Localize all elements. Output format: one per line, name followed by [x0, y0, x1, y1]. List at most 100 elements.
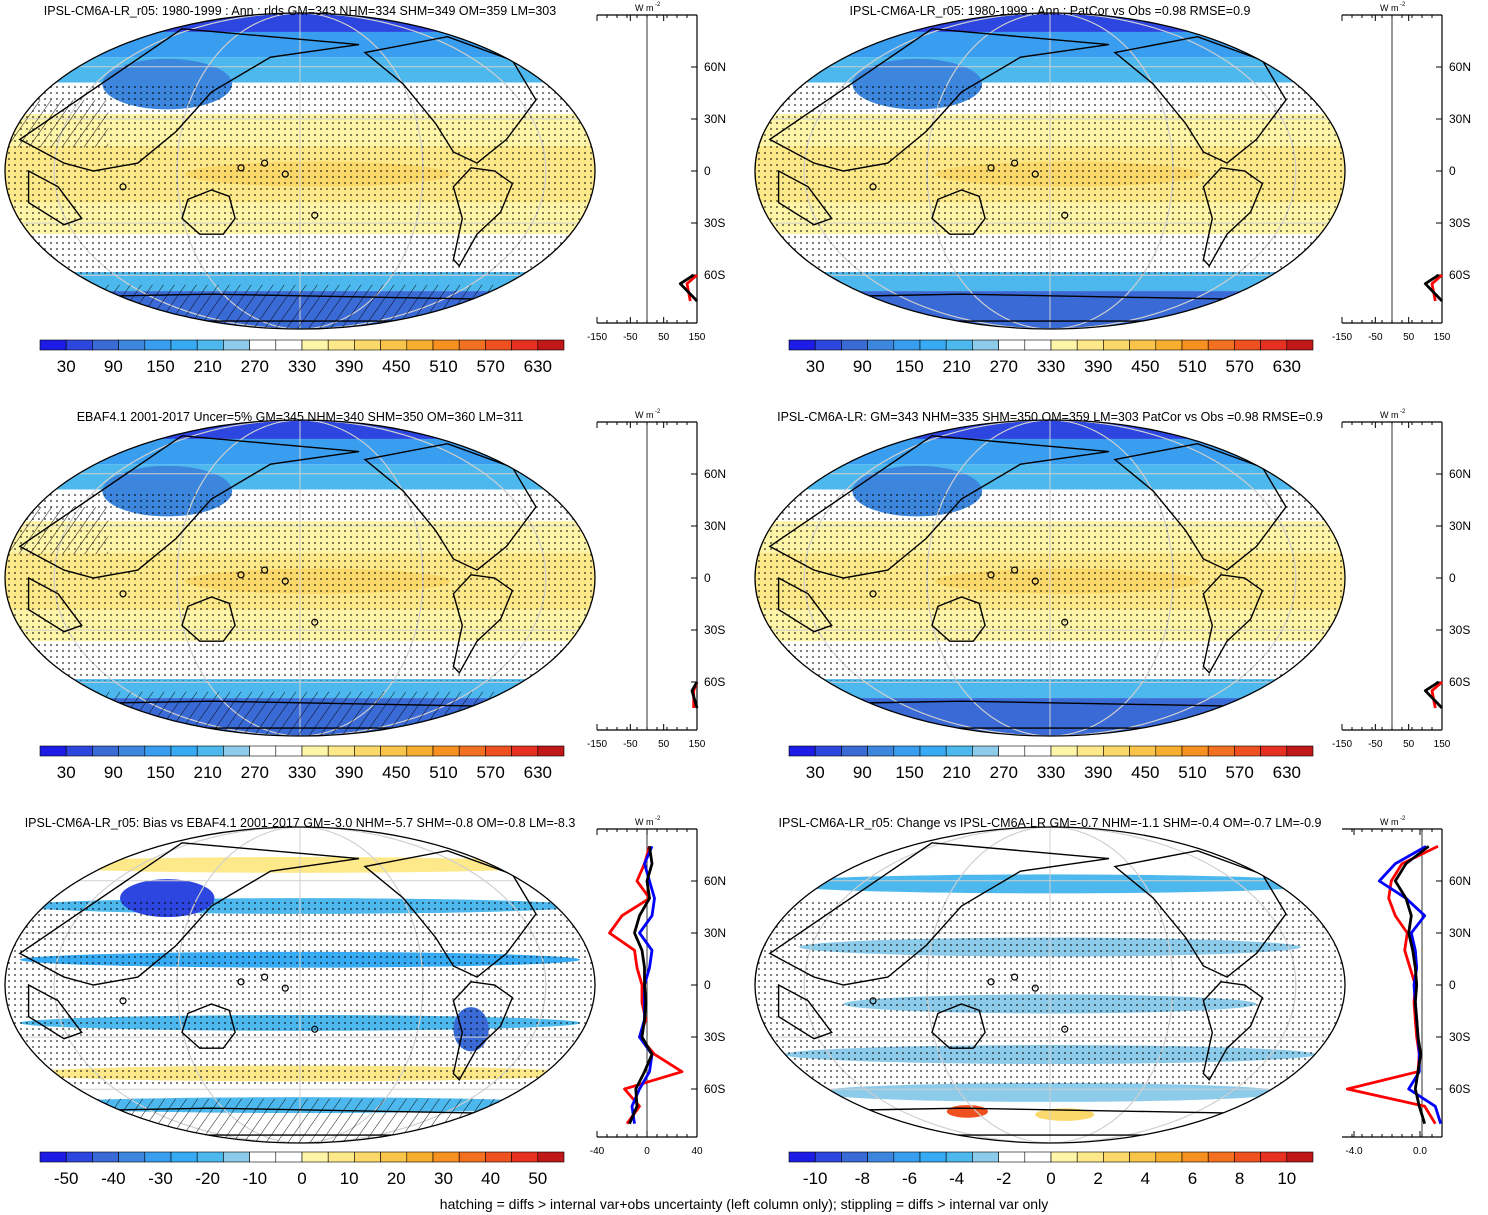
colorbar-5: -50 -40 -30 -20 -10 0 10 20 30 40 50 — [39, 1151, 565, 1188]
profile-x-label: -50 — [1368, 332, 1383, 343]
colorbar-label: 210 — [942, 763, 970, 782]
colorbar-label: 150 — [146, 357, 174, 376]
colorbar-swatch — [1103, 1151, 1130, 1163]
colorbar-swatch — [788, 745, 816, 757]
colorbar-label: 30 — [806, 763, 825, 782]
panel-title: IPSL-CM6A-LR: GM=343 NHM=335 SHM=350 OM=… — [777, 410, 1323, 424]
colorbar-label: 570 — [1225, 763, 1253, 782]
profile-obs-line — [685, 273, 698, 302]
panel-title: IPSL-CM6A-LR_r05: Change vs IPSL-CM6A-LR… — [779, 816, 1322, 830]
colorbar-swatch — [972, 745, 999, 757]
colorbar-swatch — [945, 339, 973, 351]
profile-x-label: -150 — [587, 739, 607, 750]
colorbar-label: 4 — [1141, 1169, 1150, 1188]
island — [261, 973, 269, 981]
hatching — [5, 691, 595, 736]
profile-x-label: 50 — [1403, 332, 1415, 343]
colorbar-label: 270 — [241, 357, 269, 376]
island — [281, 577, 289, 585]
profile-x-label: -40 — [590, 1146, 605, 1157]
colorbar-swatch — [1234, 339, 1261, 351]
colorbar-swatch — [1181, 339, 1209, 351]
island — [1031, 170, 1039, 178]
profile-y-label: 30S — [1449, 216, 1470, 230]
colorbar-swatch — [814, 745, 842, 757]
profile-y-label: 60S — [1449, 675, 1470, 689]
island — [1031, 577, 1039, 585]
profile-y-label: 30N — [1449, 519, 1471, 533]
colorbar-swatch — [1024, 339, 1052, 351]
colorbar-swatch — [223, 1151, 250, 1163]
colorbar-swatch — [998, 1151, 1026, 1163]
colorbar-swatch — [144, 745, 172, 757]
coastline — [363, 849, 537, 978]
colorbar-swatch — [406, 339, 434, 351]
colorbar-label: 30 — [806, 357, 825, 376]
stippling — [755, 84, 1345, 274]
profile-model-line — [1423, 680, 1444, 709]
zonal-profile-1: -150 -50 50 150 60N 30N 0 30S 60S W m -2 — [587, 2, 726, 343]
island — [261, 159, 269, 167]
colorbar-swatch — [458, 339, 486, 351]
coastline — [181, 596, 236, 642]
colorbar-swatch — [814, 339, 842, 351]
colorbar-swatch — [919, 339, 947, 351]
colorbar-swatch — [1234, 745, 1261, 757]
colorbar-swatch — [249, 339, 277, 351]
colorbar-swatch — [788, 339, 816, 351]
profile-y-label: 30N — [1449, 112, 1471, 126]
map-outline — [754, 12, 1346, 330]
colorbar-swatch — [511, 1151, 539, 1163]
coastline — [18, 435, 360, 579]
colorbar-label: -30 — [148, 1169, 173, 1188]
colorbar-label: 90 — [104, 357, 123, 376]
profile-model-line — [1393, 845, 1430, 1125]
profile-y-label: 60S — [704, 268, 725, 282]
colorbar-swatch — [1129, 745, 1157, 757]
island — [261, 566, 269, 574]
colorbar-label: 210 — [942, 357, 970, 376]
colorbar-swatch — [196, 1151, 224, 1163]
profile-x-label: -150 — [587, 332, 607, 343]
colorbar-swatch — [1129, 339, 1157, 351]
island — [869, 183, 877, 191]
colorbar-swatch — [1076, 1151, 1104, 1163]
colorbar-label: -40 — [101, 1169, 126, 1188]
colorbar-swatch — [196, 745, 224, 757]
profile-y-label: 60S — [1449, 1082, 1470, 1096]
colorbar-label: 2 — [1093, 1169, 1102, 1188]
colorbar-swatch — [1050, 339, 1078, 351]
colorbar-swatch — [354, 745, 381, 757]
island — [119, 997, 127, 1005]
profile-x-label: 50 — [1403, 739, 1415, 750]
footer-note: hatching = diffs > internal var+obs unce… — [439, 1196, 1049, 1212]
coastline — [181, 189, 236, 235]
colorbar-swatch — [893, 745, 921, 757]
colorbar-label: 630 — [1273, 357, 1301, 376]
colorbar-swatch — [144, 1151, 172, 1163]
coastline — [27, 169, 83, 226]
colorbar-swatch — [380, 745, 408, 757]
colorbar-swatch — [945, 1151, 973, 1163]
profile-unit: W m — [635, 410, 654, 420]
colorbar-label: 0 — [297, 1169, 306, 1188]
colorbar-swatch — [1129, 1151, 1157, 1163]
profile-model-line — [690, 681, 699, 709]
coastline — [363, 442, 537, 571]
island — [119, 183, 127, 191]
coastline — [452, 981, 514, 1081]
coastline — [777, 169, 833, 226]
colorbar-swatch — [1155, 1151, 1183, 1163]
colorbar-3: 30 90 150 210 270 330 390 450 510 570 630 — [39, 745, 565, 782]
colorbar-label: 570 — [476, 763, 504, 782]
colorbar-label: -50 — [54, 1169, 79, 1188]
colorbar-swatch — [39, 1151, 67, 1163]
profile-other-line — [1377, 845, 1443, 1125]
colorbar-swatch — [1286, 339, 1314, 351]
colorbar-swatch — [1207, 745, 1235, 757]
colorbar-swatch — [998, 745, 1026, 757]
colorbar-swatch — [893, 1151, 921, 1163]
colorbar-swatch — [65, 339, 93, 351]
colorbar-label: -6 — [902, 1169, 917, 1188]
island — [869, 997, 877, 1005]
